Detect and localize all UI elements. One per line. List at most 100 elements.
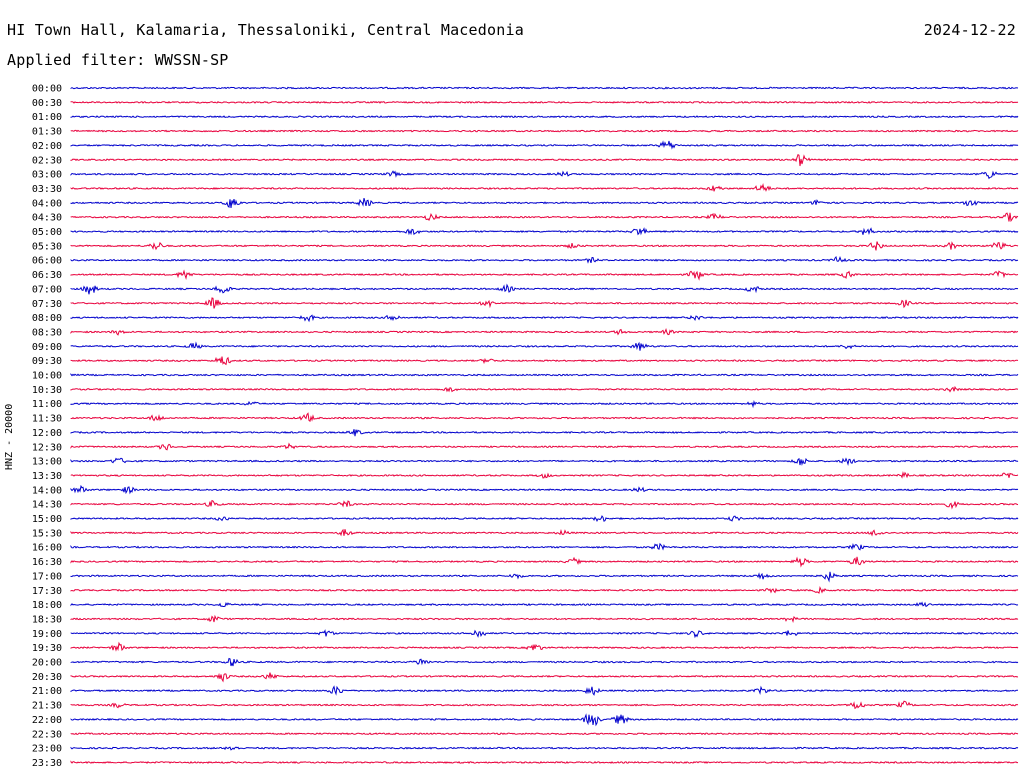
trace-row-2230 (70, 732, 1019, 736)
time-tick-label: 15:30 (32, 528, 62, 539)
time-tick-label: 22:00 (32, 715, 62, 726)
trace-row-0200 (70, 140, 1019, 150)
trace-row-0530 (70, 241, 1019, 251)
time-tick-label: 11:30 (32, 414, 62, 425)
trace-row-0030 (70, 100, 1019, 104)
trace-row-1700 (70, 571, 1019, 583)
trace-row-2200 (70, 713, 1019, 727)
time-tick-label: 20:00 (32, 658, 62, 669)
trace-row-1830 (70, 614, 1019, 624)
time-tick-label: 05:30 (32, 241, 62, 252)
time-tick-label: 06:30 (32, 270, 62, 281)
trace-row-1800 (70, 601, 1019, 608)
trace-row-0430 (70, 212, 1019, 223)
trace-row-0130 (70, 129, 1019, 133)
time-tick-label: 01:30 (32, 127, 62, 138)
trace-row-0700 (70, 283, 1019, 295)
time-tick-label: 14:00 (32, 485, 62, 496)
trace-row-0900 (70, 341, 1019, 351)
time-tick-label: 10:00 (32, 371, 62, 382)
record-date: 2024-12-22 (923, 21, 1016, 39)
trace-row-2300 (70, 746, 1019, 751)
trace-row-0800 (70, 314, 1019, 323)
station-title: HI Town Hall, Kalamaria, Thessaloniki, C… (7, 21, 524, 39)
time-tick-label: 00:30 (32, 98, 62, 109)
time-tick-label: 09:30 (32, 356, 62, 367)
time-tick-label: 09:00 (32, 342, 62, 353)
time-tick-label: 23:00 (32, 744, 62, 755)
trace-row-0230 (70, 154, 1019, 167)
time-tick-label: 21:00 (32, 686, 62, 697)
trace-row-1230 (70, 442, 1019, 451)
trace-row-0400 (70, 197, 1019, 209)
time-tick-label: 03:00 (32, 170, 62, 181)
trace-row-0330 (70, 183, 1019, 192)
trace-row-1130 (70, 412, 1019, 423)
trace-row-1300 (70, 457, 1019, 467)
time-tick-label: 08:30 (32, 327, 62, 338)
time-tick-label: 22:30 (32, 729, 62, 740)
time-tick-label: 16:00 (32, 543, 62, 554)
time-tick-label: 04:00 (32, 198, 62, 209)
time-tick-label: 23:30 (32, 758, 62, 769)
filter-label: Applied filter: WWSSN-SP (7, 51, 229, 69)
trace-row-0500 (70, 227, 1019, 236)
trace-row-0630 (70, 269, 1019, 281)
trace-row-0100 (70, 115, 1019, 119)
trace-row-2130 (70, 700, 1019, 710)
time-tick-label: 10:30 (32, 385, 62, 396)
trace-row-2030 (70, 672, 1019, 683)
time-tick-label: 12:30 (32, 442, 62, 453)
trace-row-0830 (70, 328, 1019, 336)
time-tick-label: 11:00 (32, 399, 62, 410)
time-tick-label: 20:30 (32, 672, 62, 683)
time-tick-label: 07:30 (32, 299, 62, 310)
trace-row-1000 (70, 373, 1019, 377)
time-tick-label: 13:30 (32, 471, 62, 482)
time-tick-label: 04:30 (32, 213, 62, 224)
time-tick-label: 07:00 (32, 284, 62, 295)
trace-row-1630 (70, 556, 1019, 568)
time-tick-label: 18:30 (32, 614, 62, 625)
trace-row-2100 (70, 685, 1018, 696)
trace-row-1600 (70, 542, 1019, 551)
trace-row-1430 (70, 499, 1019, 510)
time-tick-label: 19:30 (32, 643, 62, 654)
time-tick-label: 08:00 (32, 313, 62, 324)
time-tick-label: 06:00 (32, 256, 62, 267)
time-tick-label: 21:30 (32, 701, 62, 712)
trace-row-1400 (70, 484, 1019, 495)
time-tick-label: 14:30 (32, 500, 62, 511)
trace-row-1730 (70, 585, 1019, 594)
time-tick-label: 05:00 (32, 227, 62, 238)
time-tick-label: 13:00 (32, 457, 62, 468)
trace-row-1100 (70, 400, 1019, 409)
trace-row-1200 (70, 429, 1019, 437)
trace-row-0730 (70, 297, 1019, 309)
time-tick-label: 00:00 (32, 84, 62, 95)
trace-row-2330 (70, 760, 1019, 764)
time-tick-label: 18:00 (32, 600, 62, 611)
time-tick-label: 17:00 (32, 571, 62, 582)
trace-row-1030 (70, 385, 1019, 393)
time-tick-label: 15:00 (32, 514, 62, 525)
trace-row-0300 (70, 170, 1019, 180)
trace-row-0000 (70, 86, 1019, 90)
trace-row-1330 (70, 470, 1019, 479)
time-tick-label: 01:00 (32, 112, 62, 123)
time-tick-label: 03:30 (32, 184, 62, 195)
time-tick-label: 12:00 (32, 428, 62, 439)
time-tick-label: 16:30 (32, 557, 62, 568)
trace-row-0930 (70, 356, 1019, 366)
time-tick-label: 02:00 (32, 141, 62, 152)
trace-row-1900 (70, 629, 1019, 639)
trace-row-1500 (70, 515, 1019, 523)
trace-row-1530 (70, 528, 1019, 537)
time-tick-label: 17:30 (32, 586, 62, 597)
time-tick-label: 19:00 (32, 629, 62, 640)
trace-row-2000 (70, 657, 1019, 667)
trace-row-1930 (70, 641, 1019, 652)
time-tick-label: 02:30 (32, 155, 62, 166)
trace-row-0600 (70, 255, 1019, 264)
